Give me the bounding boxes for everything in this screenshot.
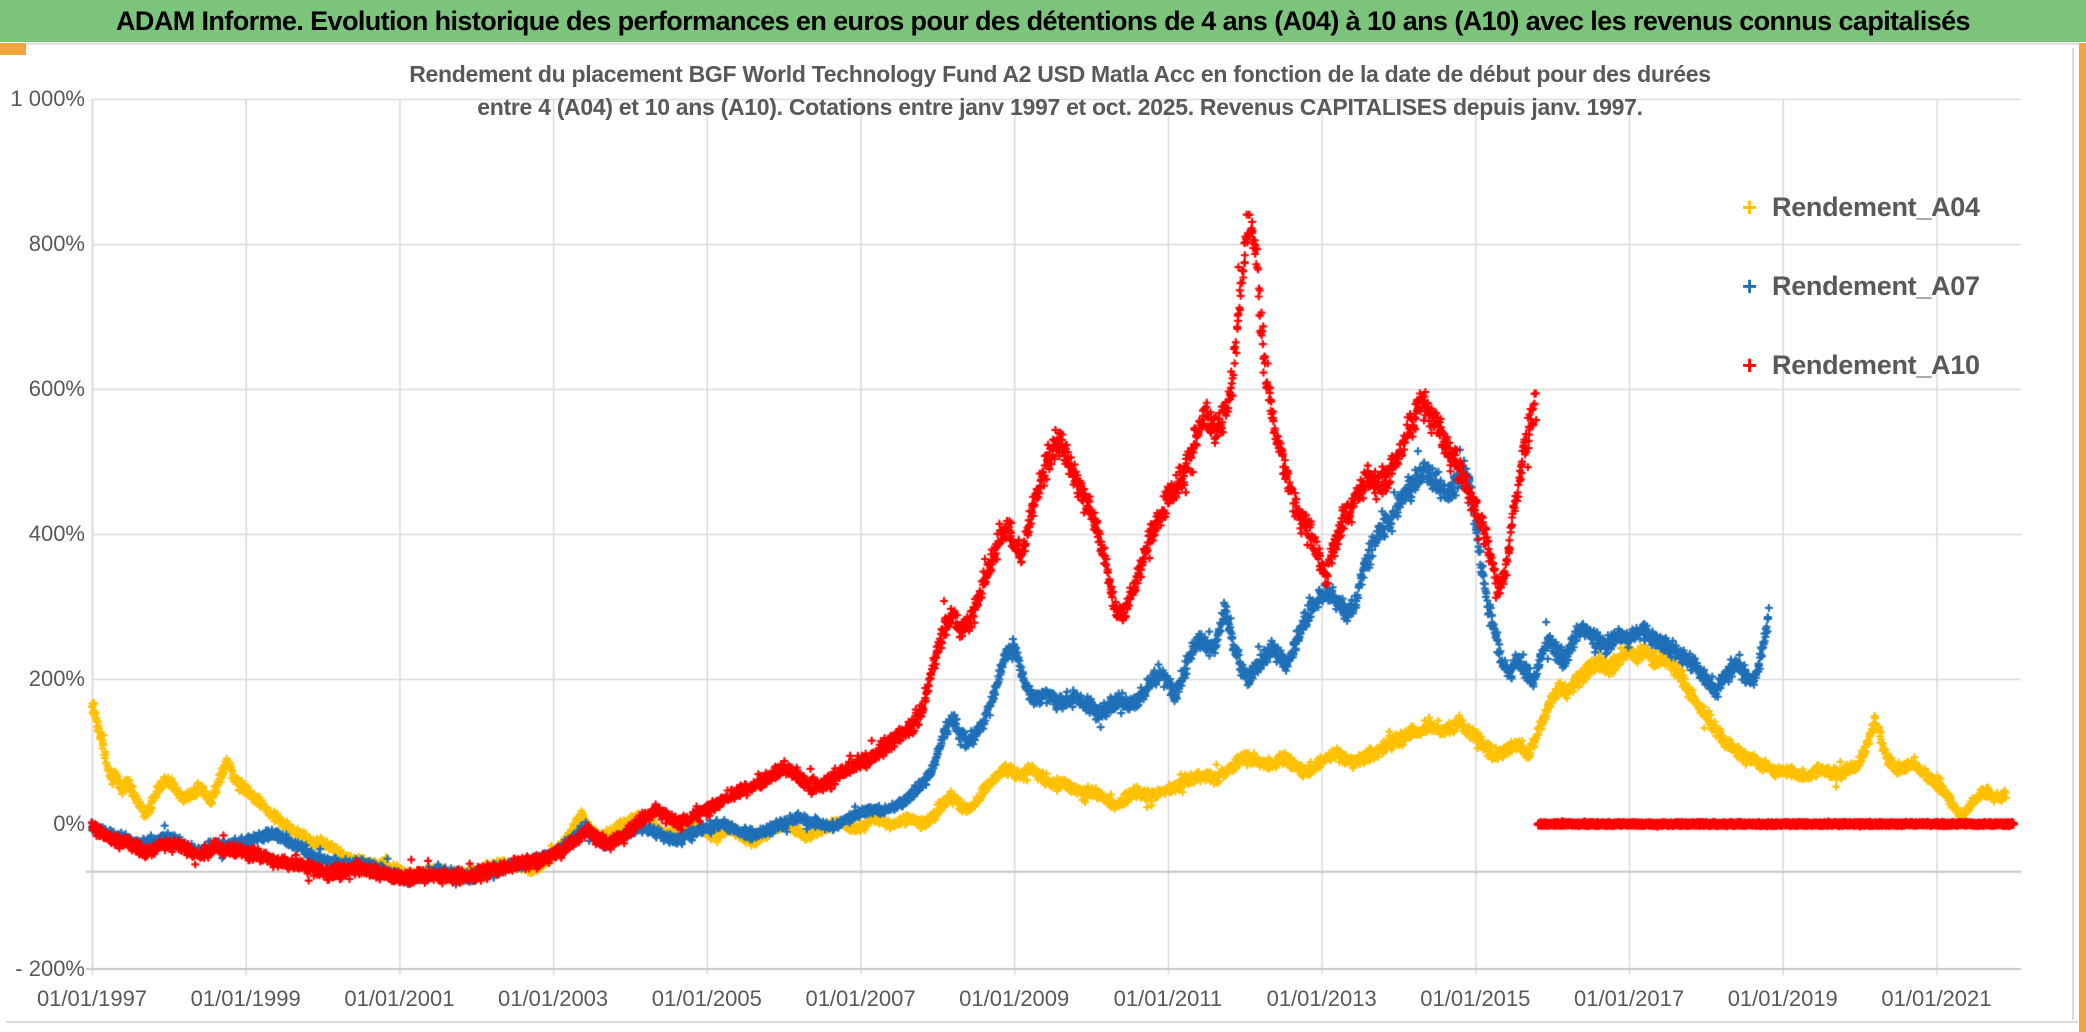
x-axis-label: 01/01/2011 xyxy=(1113,986,1223,1011)
legend-label: Rendement_A04 xyxy=(1772,191,1980,222)
x-axis-label: 01/01/2017 xyxy=(1573,986,1685,1011)
x-axis-label: 01/01/2021 xyxy=(1881,986,1992,1011)
plus-icon: + xyxy=(1742,192,1758,222)
plus-icon: + xyxy=(1742,271,1758,301)
legend-label: Rendement_A10 xyxy=(1772,349,1980,380)
y-axis-label: 1 000% xyxy=(10,86,85,111)
chart-title: Rendement du placement BGF World Technol… xyxy=(180,58,1940,124)
legend-item-rendement-a04[interactable]: + Rendement_A04 xyxy=(1742,190,2042,224)
y-axis-label: 400% xyxy=(28,521,85,546)
y-axis-label: 800% xyxy=(28,231,85,256)
x-axis-label: 01/01/2009 xyxy=(959,986,1070,1011)
chart-area-right-border xyxy=(2072,48,2074,1020)
x-axis-label: 01/01/1997 xyxy=(36,986,148,1011)
legend-label: Rendement_A07 xyxy=(1772,270,1980,301)
y-axis-label: 0% xyxy=(53,811,85,836)
chart-area-bottom-border xyxy=(6,1021,2078,1023)
x-axis-label: 01/01/1999 xyxy=(190,986,301,1011)
y-axis-label: - 200% xyxy=(15,956,85,981)
x-axis-label: 01/01/2013 xyxy=(1266,986,1377,1011)
chart-title-line1: Rendement du placement BGF World Technol… xyxy=(409,61,1711,87)
legend-item-rendement-a07[interactable]: + Rendement_A07 xyxy=(1742,269,2042,303)
chart-title-line2: entre 4 (A04) et 10 ans (A10). Cotations… xyxy=(477,94,1643,120)
legend-item-rendement-a10[interactable]: + Rendement_A10 xyxy=(1742,348,2042,382)
y-axis-label: 200% xyxy=(28,666,85,691)
x-axis-label: 01/01/2005 xyxy=(651,986,762,1011)
x-axis-label: 01/01/2015 xyxy=(1420,986,1531,1011)
y-axis-label: 600% xyxy=(28,376,85,401)
x-axis-label: 01/01/2007 xyxy=(805,986,916,1011)
x-axis-label: 01/01/2003 xyxy=(498,986,609,1011)
x-axis-label: 01/01/2001 xyxy=(344,986,455,1011)
x-axis-label: 01/01/2019 xyxy=(1727,986,1838,1011)
plus-icon: + xyxy=(1742,350,1758,380)
legend: + Rendement_A04 + Rendement_A07 + Rendem… xyxy=(1742,190,2042,427)
